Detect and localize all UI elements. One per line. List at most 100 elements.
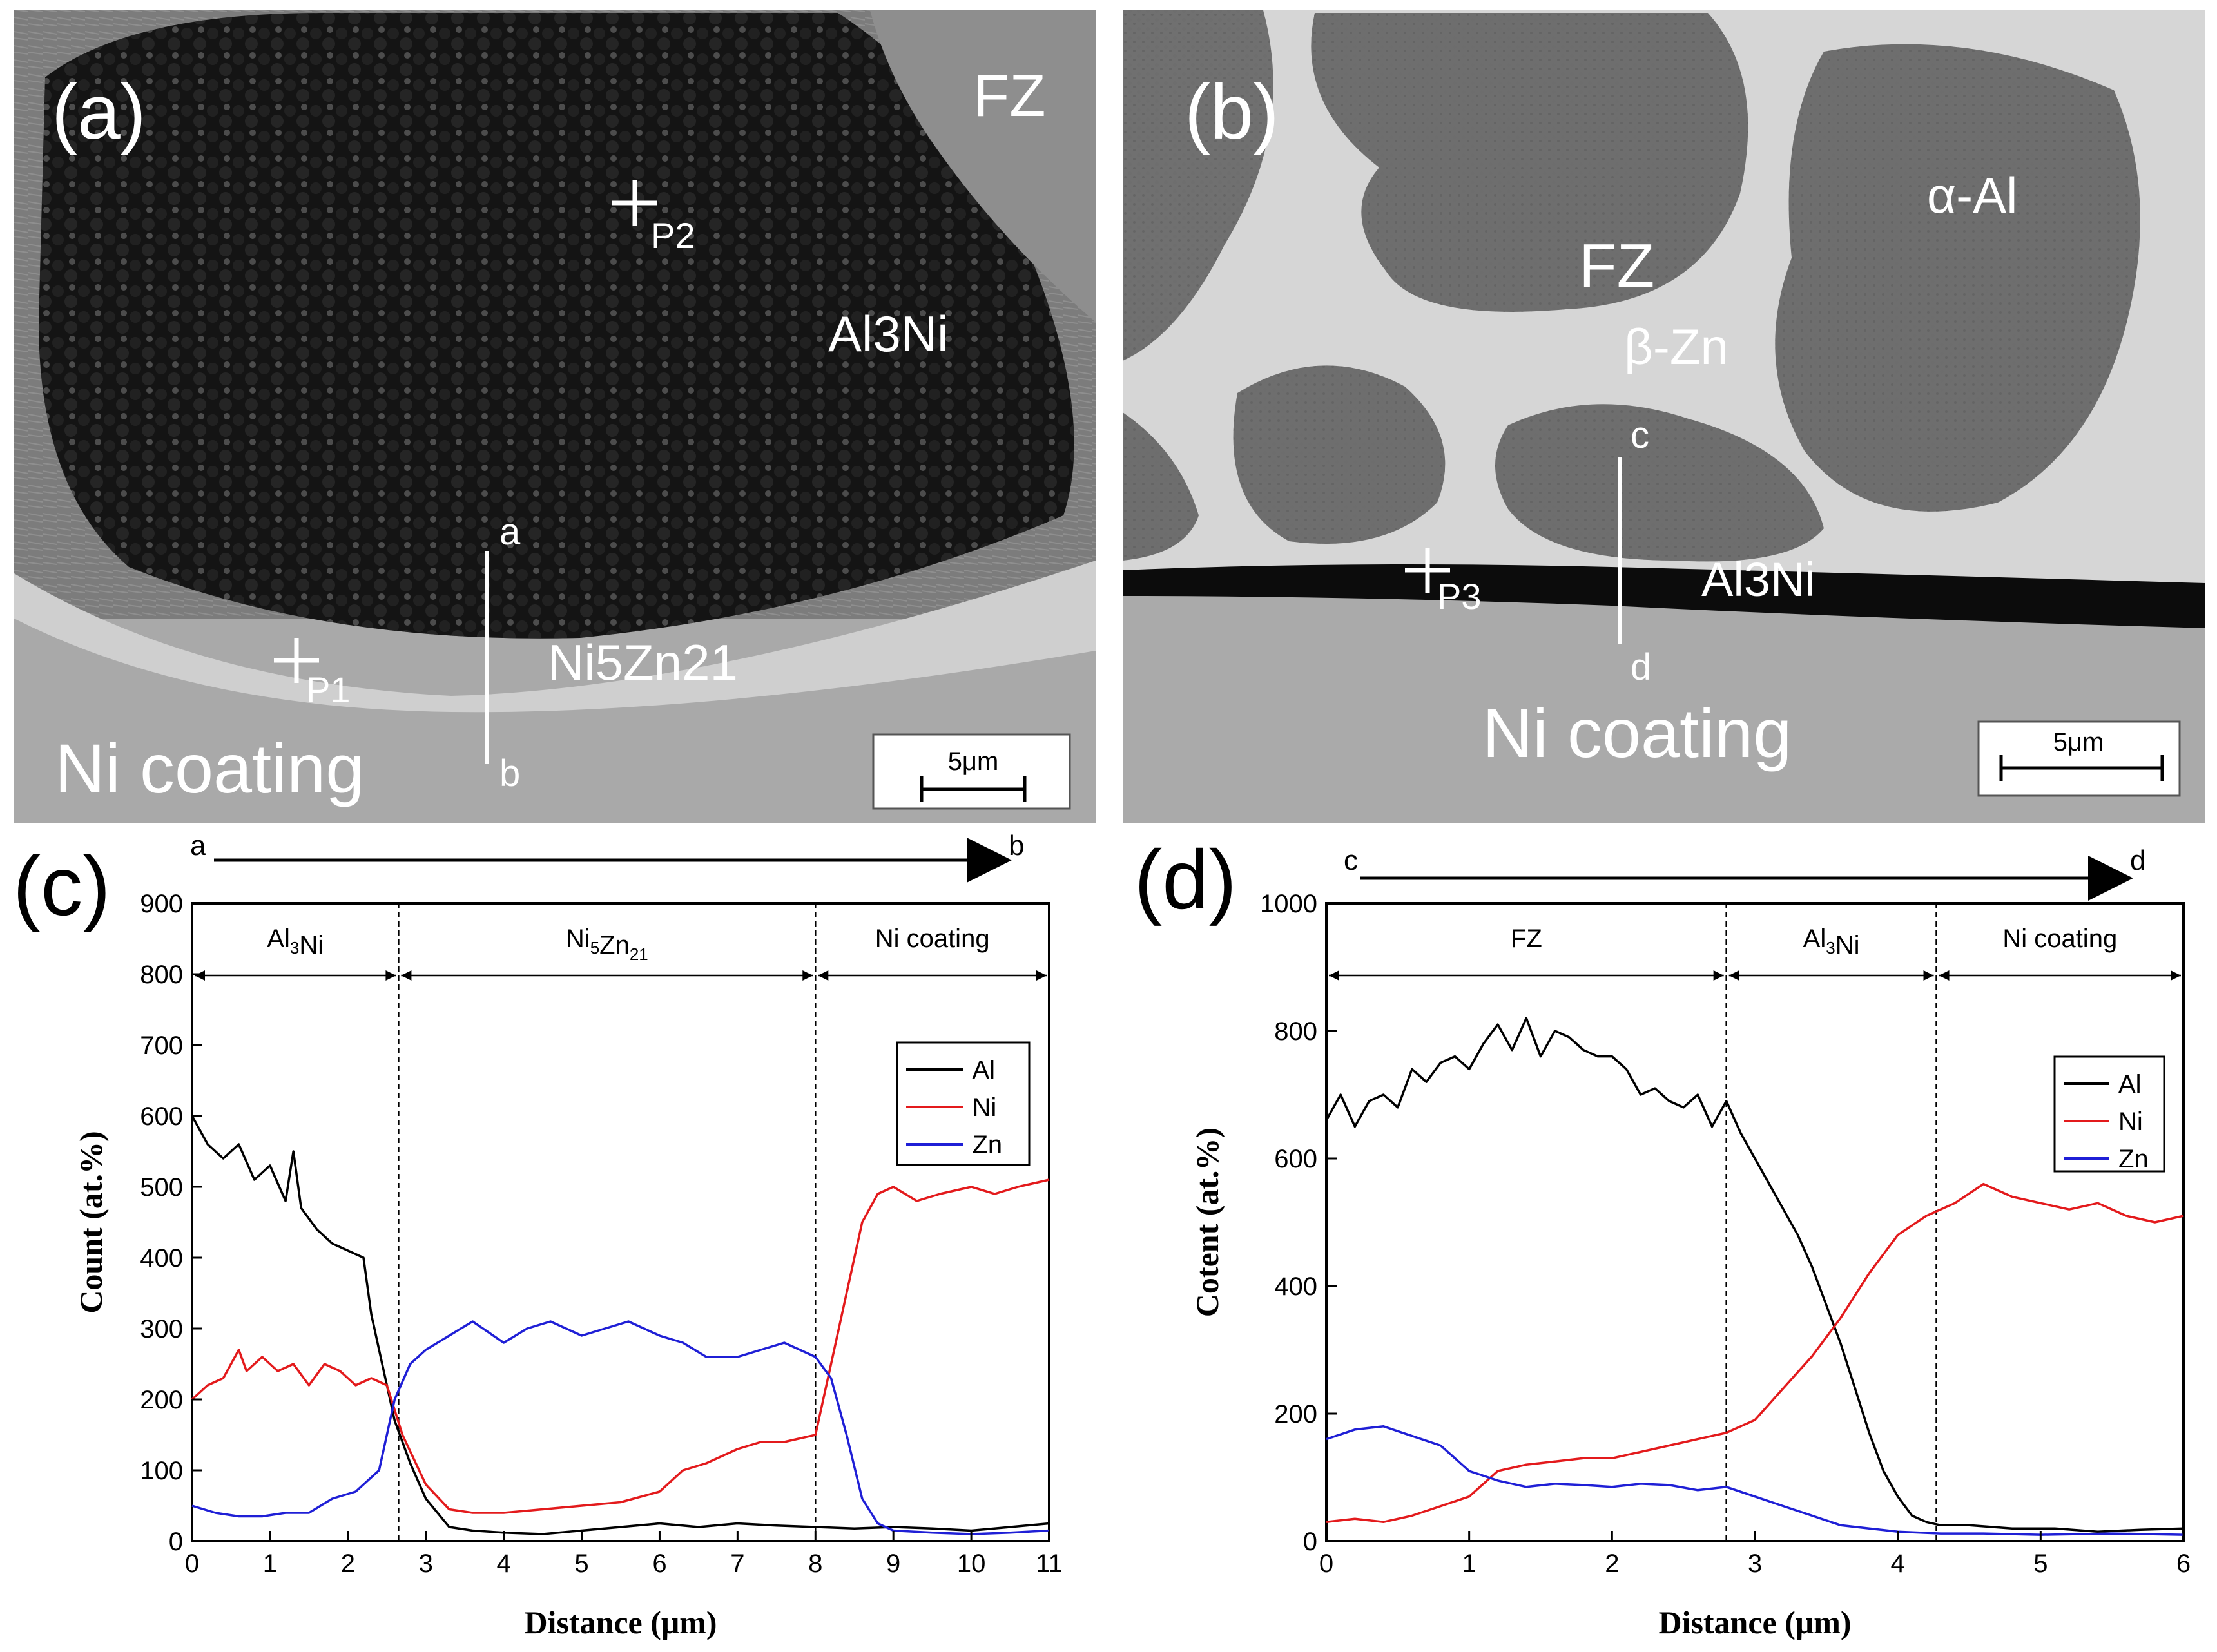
panel-a-point-p2: P2 (612, 180, 695, 256)
panel-a-ni-coating-label: Ni coating (55, 729, 364, 807)
chart-c-xlabel: Distance (μm) (524, 1604, 717, 1640)
c-xtick-label-9: 9 (886, 1550, 900, 1578)
panel-a-ni5zn21-label: Ni5Zn21 (548, 634, 738, 691)
d-xtick-label-2: 2 (1605, 1550, 1619, 1578)
c-zone-arrow-right-0 (385, 970, 396, 981)
panel-a-line-start: a (499, 511, 521, 553)
c-ytick-label-4: 400 (140, 1244, 183, 1273)
chart-d-arrow-start: c (1344, 845, 1358, 876)
d-xtick-label-3: 3 (1748, 1550, 1762, 1578)
panel-a-micrograph: (a) FZ Al3Ni Ni5Zn21 Ni coating P2 P1 a … (14, 10, 1096, 823)
c-zone-arrow-right-1 (802, 970, 813, 981)
c-zone-arrow-left-0 (195, 970, 205, 981)
c-xtick-label-7: 7 (730, 1550, 744, 1578)
chart-c-ticks: 0 1 2 3 4 5 6 7 8 9 10 11 0 100 200 300 400 500 600 700 800 9… (140, 890, 1063, 1578)
c-xtick-label-0: 0 (185, 1550, 199, 1578)
c-legend-label-al: Al (973, 1056, 996, 1084)
c-zone-label-2: Ni coating (875, 925, 990, 953)
c-ytick-label-9: 900 (140, 890, 183, 918)
d-xtick-label-5: 5 (2033, 1550, 2048, 1578)
c-ytick-label-1: 100 (140, 1457, 183, 1485)
chart-d-series (1325, 1017, 2184, 1536)
c-xtick-label-3: 3 (419, 1550, 433, 1578)
panel-b-label: (b) (1185, 69, 1279, 155)
chart-d-plot-frame (1325, 902, 2185, 1542)
d-zone-arrow-right-0 (1713, 970, 1724, 981)
c-zone-arrow-left-2 (818, 970, 829, 981)
panel-a-line-end: b (499, 753, 520, 794)
d-ytick-label-0: 0 (1303, 1528, 1317, 1556)
d-zone-label-0: FZ (1511, 925, 1542, 953)
panel-b-micrograph: (b) FZ α-Al β-Zn Al3Ni Ni coating P3 c d… (1123, 10, 2205, 823)
panel-b-scale-text: 5μm (2053, 728, 2104, 756)
chart-d: (d) c d FZ Al3Ni Ni coating 0 1 2 3 4 5 6 0 200 400… (1134, 832, 2191, 1640)
chart-c-plot-frame (191, 902, 1050, 1542)
panel-b-fz-label: FZ (1579, 231, 1654, 300)
panel-b-al3ni-label: Al3Ni (1701, 553, 1815, 606)
d-zone-arrow-left-1 (1728, 970, 1739, 981)
chart-c-arrow-end: b (1009, 830, 1024, 861)
panel-a-scale-bar: 5μm (872, 733, 1071, 810)
d-ytick-label-2: 400 (1274, 1273, 1317, 1301)
d-xtick-label-0: 0 (1319, 1550, 1333, 1578)
c-xtick-label-8: 8 (808, 1550, 822, 1578)
chart-c-profile-arrow: a b (190, 830, 1024, 883)
chart-c-arrow-start: a (190, 830, 206, 861)
chart-c-legend: Al Ni Zn (896, 1041, 1031, 1166)
d-zone-label-2: Ni coating (2002, 925, 2117, 953)
chart-d-profile-arrow: c d (1344, 845, 2145, 901)
d-xtick-label-6: 6 (2176, 1550, 2191, 1578)
c-ytick-label-8: 800 (140, 961, 183, 989)
chart-d-arrow-end: d (2130, 845, 2145, 876)
c-ytick-label-6: 600 (140, 1102, 183, 1131)
c-ytick-label-0: 0 (169, 1528, 183, 1556)
d-xtick-label-4: 4 (1891, 1550, 1905, 1578)
panel-b-beta-zn-label: β-Zn (1624, 318, 1728, 375)
panel-a-al3ni-label: Al3Ni (828, 305, 948, 362)
d-ytick-label-3: 600 (1274, 1145, 1317, 1173)
d-zone-arrow-left-0 (1329, 970, 1339, 981)
panel-b-ni-coating-label: Ni coating (1482, 694, 1792, 772)
panel-a-point-p1: P1 (274, 638, 351, 710)
d-zone-arrow-right-1 (1923, 970, 1934, 981)
chart-d-ticks: 0 1 2 3 4 5 6 0 200 400 600 800 1000 (1260, 890, 2191, 1578)
d-series-al (1325, 1017, 2184, 1533)
c-ytick-label-5: 500 (140, 1173, 183, 1202)
panel-a-p2-label: P2 (651, 215, 695, 256)
c-legend-label-zn: Zn (973, 1131, 1003, 1159)
chart-c: (c) a b Al3Ni Ni5Zn21 Ni coating 0 1 2 3 4 5 6 7 8… (13, 830, 1063, 1640)
panel-a-fz-label: FZ (973, 63, 1045, 129)
c-zone-arrow-left-1 (401, 970, 412, 981)
c-xtick-label-1: 1 (263, 1550, 277, 1578)
panel-b-scale-bar: 5μm (1977, 720, 2181, 797)
c-series-zn (191, 1320, 1050, 1535)
panel-a-scale-text: 5μm (948, 747, 999, 776)
d-series-zn (1326, 1425, 2184, 1536)
panel-b-p3-label: P3 (1437, 576, 1482, 617)
d-zone-label-1: Al3Ni (1803, 925, 1860, 959)
panel-a-p1-label: P1 (306, 669, 351, 710)
chart-d-annotations: FZ Al3Ni Ni coating (1329, 903, 2181, 1541)
c-series-al (191, 1115, 1050, 1535)
d-ytick-label-4: 800 (1274, 1017, 1317, 1046)
chart-d-label: (d) (1134, 832, 1237, 927)
c-xtick-label-6: 6 (652, 1550, 666, 1578)
d-legend-label-ni: Ni (2118, 1108, 2143, 1136)
chart-c-series (191, 1115, 1050, 1535)
c-ytick-label-7: 700 (140, 1032, 183, 1060)
d-series-ni (1326, 1182, 2184, 1524)
chart-d-legend: Al Ni Zn (2053, 1055, 2165, 1173)
d-ytick-label-5: 1000 (1260, 890, 1317, 918)
d-zone-arrow-left-2 (1939, 970, 1950, 981)
c-xtick-label-2: 2 (341, 1550, 355, 1578)
d-ytick-label-1: 200 (1274, 1400, 1317, 1428)
c-xtick-label-5: 5 (574, 1550, 588, 1578)
c-xtick-label-4: 4 (497, 1550, 511, 1578)
panel-a-label: (a) (52, 69, 146, 155)
c-xtick-label-11: 11 (1036, 1550, 1063, 1578)
d-zone-arrow-right-2 (2171, 970, 2181, 981)
chart-c-annotations: Al3Ni Ni5Zn21 Ni coating (195, 903, 1047, 1541)
chart-d-ylabel: Cotent (at.%) (1189, 1128, 1225, 1317)
c-ytick-label-2: 200 (140, 1386, 183, 1414)
d-legend-label-al: Al (2118, 1070, 2142, 1099)
